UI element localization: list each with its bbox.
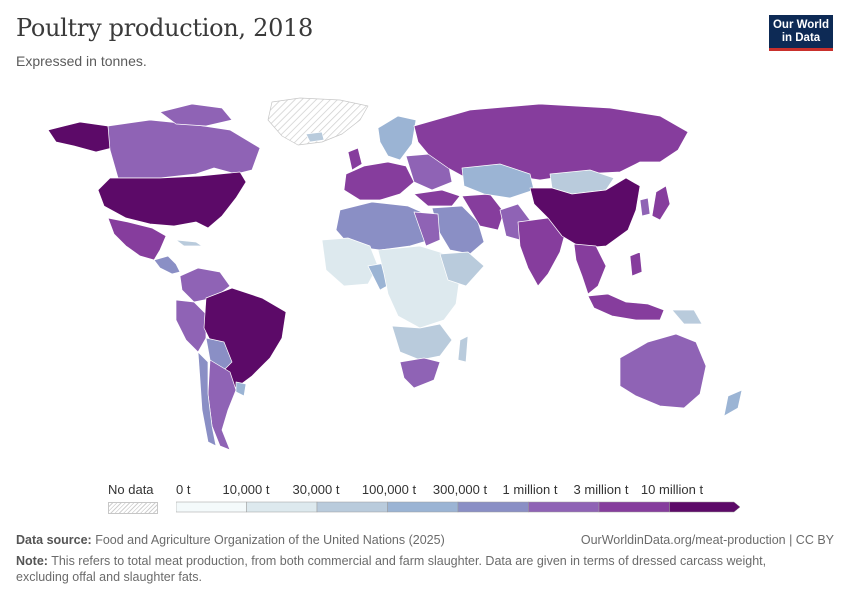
legend-bin-label: 10,000 t — [222, 482, 270, 497]
legend-no-data-swatch[interactable] — [108, 502, 158, 514]
region-chile[interactable] — [197, 351, 217, 447]
data-source: Data source: Food and Agriculture Organi… — [16, 533, 445, 547]
legend-bin-swatch[interactable] — [457, 501, 529, 513]
owid-logo[interactable]: Our World in Data — [769, 15, 833, 51]
region-greenland[interactable] — [267, 97, 369, 146]
legend-bin-label: 100,000 t — [361, 482, 417, 497]
region-north-africa[interactable] — [335, 201, 431, 251]
note-label: Note: — [16, 554, 48, 568]
region-south-africa[interactable] — [399, 357, 441, 389]
legend-bin-swatch[interactable] — [246, 501, 318, 513]
legend-bin-label: 1 million t — [502, 482, 558, 497]
chart-note: Note: This refers to total meat producti… — [16, 553, 816, 585]
region-southeast-asia[interactable] — [573, 243, 607, 295]
region-western-europe[interactable] — [343, 161, 415, 201]
world-map[interactable] — [0, 90, 850, 470]
region-korea[interactable] — [639, 197, 651, 217]
color-legend: No data 0 t 10,000 t 30,000 t 100,000 t … — [0, 480, 850, 520]
logo-line-2: in Data — [781, 32, 821, 44]
legend-color-scale[interactable] — [176, 501, 746, 515]
logo-line-1: Our World — [772, 19, 829, 31]
data-source-text[interactable]: Food and Agriculture Organization of the… — [95, 533, 445, 547]
region-cuba[interactable] — [175, 239, 203, 247]
region-alaska[interactable] — [47, 121, 113, 153]
data-source-label: Data source: — [16, 533, 92, 547]
note-text: This refers to total meat production, fr… — [16, 554, 767, 584]
region-turkey[interactable] — [413, 189, 461, 207]
region-iceland[interactable] — [305, 131, 325, 143]
region-kazakhstan[interactable] — [461, 163, 535, 199]
region-southern-africa[interactable] — [391, 323, 453, 361]
region-middle-east[interactable] — [431, 205, 485, 255]
region-indonesia[interactable] — [587, 293, 665, 321]
legend-no-data-label: No data — [108, 482, 154, 497]
region-madagascar[interactable] — [457, 335, 469, 363]
chart-subtitle: Expressed in tonnes. — [16, 53, 147, 69]
region-uruguay[interactable] — [235, 381, 247, 397]
chart-title: Poultry production, 2018 — [16, 14, 313, 42]
region-philippines[interactable] — [629, 251, 643, 277]
region-central-africa[interactable] — [377, 245, 461, 329]
region-png[interactable] — [671, 309, 703, 325]
legend-bin-label: 30,000 t — [292, 482, 340, 497]
region-china[interactable] — [529, 177, 641, 249]
region-peru[interactable] — [175, 299, 207, 353]
region-united-states[interactable] — [97, 171, 247, 229]
source-url[interactable]: OurWorldinData.org/meat-production | CC … — [580, 533, 834, 547]
region-japan[interactable] — [651, 185, 671, 221]
legend-bin-swatch[interactable] — [316, 501, 388, 513]
legend-bin-swatch[interactable] — [598, 501, 670, 513]
region-canada[interactable] — [107, 119, 261, 179]
legend-bin-swatch[interactable] — [176, 501, 247, 513]
legend-bin-label: 300,000 t — [432, 482, 488, 497]
legend-bin-swatch[interactable] — [669, 501, 741, 513]
region-australia[interactable] — [619, 333, 707, 409]
legend-bin-swatch[interactable] — [387, 501, 459, 513]
region-central-america[interactable] — [153, 255, 181, 275]
region-new-zealand[interactable] — [723, 389, 743, 417]
legend-bin-swatch[interactable] — [528, 501, 600, 513]
region-uk[interactable] — [347, 147, 363, 171]
region-egypt[interactable] — [413, 211, 441, 247]
region-ethiopia[interactable] — [439, 251, 485, 287]
region-mexico[interactable] — [107, 217, 167, 261]
region-canada-islands[interactable] — [159, 103, 233, 127]
region-bolivia[interactable] — [205, 337, 233, 373]
region-russia[interactable] — [413, 103, 689, 181]
region-scandinavia[interactable] — [377, 115, 417, 161]
legend-bin-label: 0 t — [176, 482, 191, 497]
legend-bin-label: 3 million t — [573, 482, 629, 497]
legend-bin-label: 10 million t — [640, 482, 704, 497]
